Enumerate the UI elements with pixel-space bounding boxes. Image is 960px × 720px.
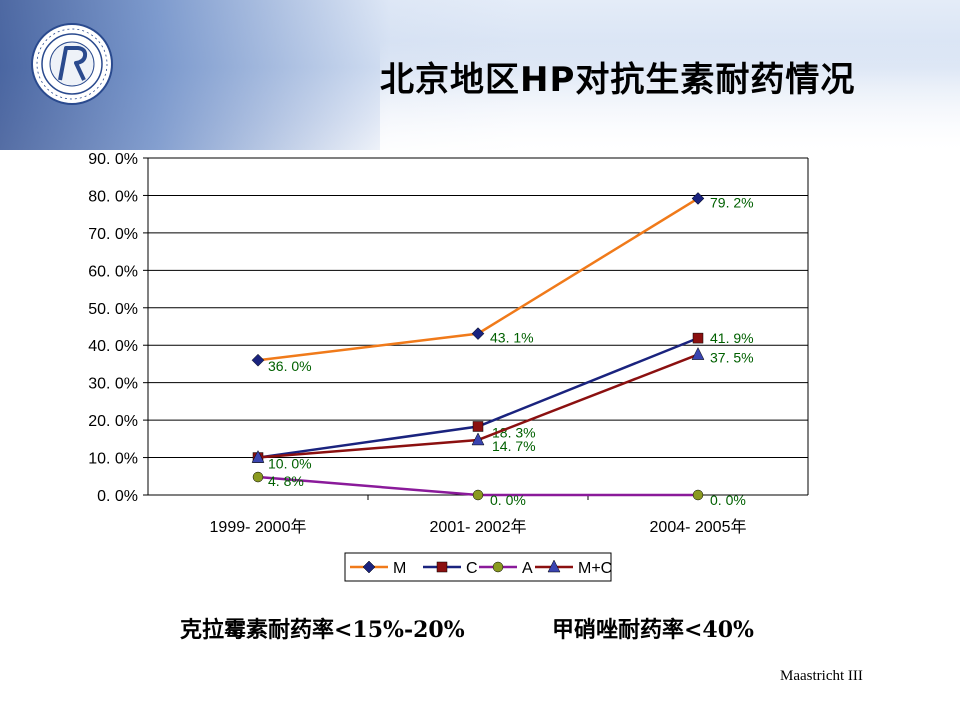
data-label-a: 4. 8% [268, 473, 304, 489]
data-point-m-c [251, 449, 265, 463]
y-tick-label: 20. 0% [88, 413, 138, 430]
data-label-m: 36. 0% [268, 358, 312, 374]
legend-label-c: C [466, 560, 478, 577]
data-point-a [692, 489, 704, 501]
legend-marker-a [492, 561, 504, 573]
y-tick-label: 40. 0% [88, 338, 138, 355]
data-point-m [251, 353, 265, 367]
data-label-c: 10. 0% [268, 456, 312, 472]
y-tick-label: 70. 0% [88, 226, 138, 243]
y-tick-label: 80. 0% [88, 188, 138, 205]
x-tick-label: 2004- 2005年 [650, 518, 747, 536]
data-point-m [691, 192, 705, 205]
x-tick-label: 1999- 2000年 [210, 518, 307, 536]
legend-marker-m [362, 560, 376, 574]
clarithromycin-note: 克拉霉素耐药率<15%-20% [180, 617, 465, 643]
x-tick-label: 2001- 2002年 [430, 518, 527, 536]
header-banner-glow [380, 40, 960, 150]
page-title: 北京地区HP对抗生素耐药情况 [380, 60, 856, 100]
y-tick-label: 30. 0% [88, 376, 138, 393]
data-point-m-c [471, 432, 485, 446]
data-point-c [692, 332, 704, 344]
legend-label-m-c: M+C [578, 560, 612, 577]
data-point-m [471, 327, 485, 340]
data-point-c [472, 421, 484, 432]
data-label-a: 0. 0% [490, 492, 526, 508]
data-label-m: 79. 2% [710, 194, 754, 210]
data-label-a: 0. 0% [710, 492, 746, 508]
data-point-m-c [691, 347, 705, 360]
data-label-c: 41. 9% [710, 330, 754, 346]
y-tick-label: 60. 0% [88, 263, 138, 280]
data-point-a [252, 471, 264, 483]
data-label-c: 18. 3% [492, 424, 536, 440]
metronidazole-note: 甲硝唑耐药率<40% [552, 617, 754, 643]
y-tick-label: 0. 0% [97, 488, 138, 505]
y-tick-label: 10. 0% [88, 451, 138, 468]
data-label-m: 43. 1% [490, 330, 534, 346]
y-tick-label: 90. 0% [88, 151, 138, 168]
legend-marker-c [436, 561, 448, 573]
data-point-a [472, 489, 484, 501]
data-label-m-c: 37. 5% [710, 350, 754, 366]
legend-label-a: A [522, 560, 533, 577]
legend-marker-m-c [547, 559, 561, 573]
legend-label-m: M [393, 560, 406, 577]
university-hospital-logo-icon [31, 23, 113, 105]
data-label-m-c: 14. 7% [492, 438, 536, 454]
source-citation: Maastricht III [780, 668, 863, 684]
y-tick-label: 50. 0% [88, 301, 138, 318]
